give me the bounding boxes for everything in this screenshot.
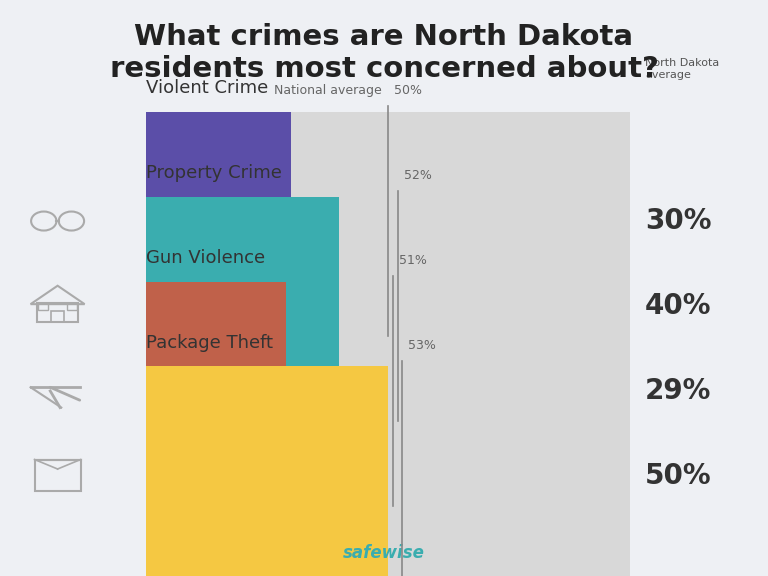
Text: Property Crime: Property Crime xyxy=(146,164,282,182)
Bar xyxy=(146,112,630,331)
Text: 53%: 53% xyxy=(409,339,436,352)
Text: Gun Violence: Gun Violence xyxy=(146,249,265,267)
Bar xyxy=(146,282,630,501)
Bar xyxy=(146,112,291,331)
Bar xyxy=(146,196,339,415)
Bar xyxy=(51,310,64,321)
Text: safewise: safewise xyxy=(343,544,425,562)
Text: 50%: 50% xyxy=(645,462,712,490)
Text: Package Theft: Package Theft xyxy=(146,334,273,352)
Bar xyxy=(68,303,78,310)
Bar xyxy=(146,282,286,501)
Text: 30%: 30% xyxy=(645,207,712,235)
Bar xyxy=(37,303,78,321)
Text: National average: National average xyxy=(274,84,382,97)
Text: 40%: 40% xyxy=(645,292,712,320)
Text: 52%: 52% xyxy=(404,169,432,182)
Bar xyxy=(35,460,81,491)
Bar xyxy=(146,196,630,415)
Text: 51%: 51% xyxy=(399,254,427,267)
Bar xyxy=(146,366,388,576)
Text: Violent Crime: Violent Crime xyxy=(146,79,268,97)
Text: What crimes are North Dakota
residents most concerned about?: What crimes are North Dakota residents m… xyxy=(110,23,658,84)
Text: 50%: 50% xyxy=(394,84,422,97)
Bar xyxy=(146,366,630,576)
Bar xyxy=(38,303,48,310)
Text: 29%: 29% xyxy=(645,377,711,405)
Text: North Dakota
average: North Dakota average xyxy=(645,58,720,80)
